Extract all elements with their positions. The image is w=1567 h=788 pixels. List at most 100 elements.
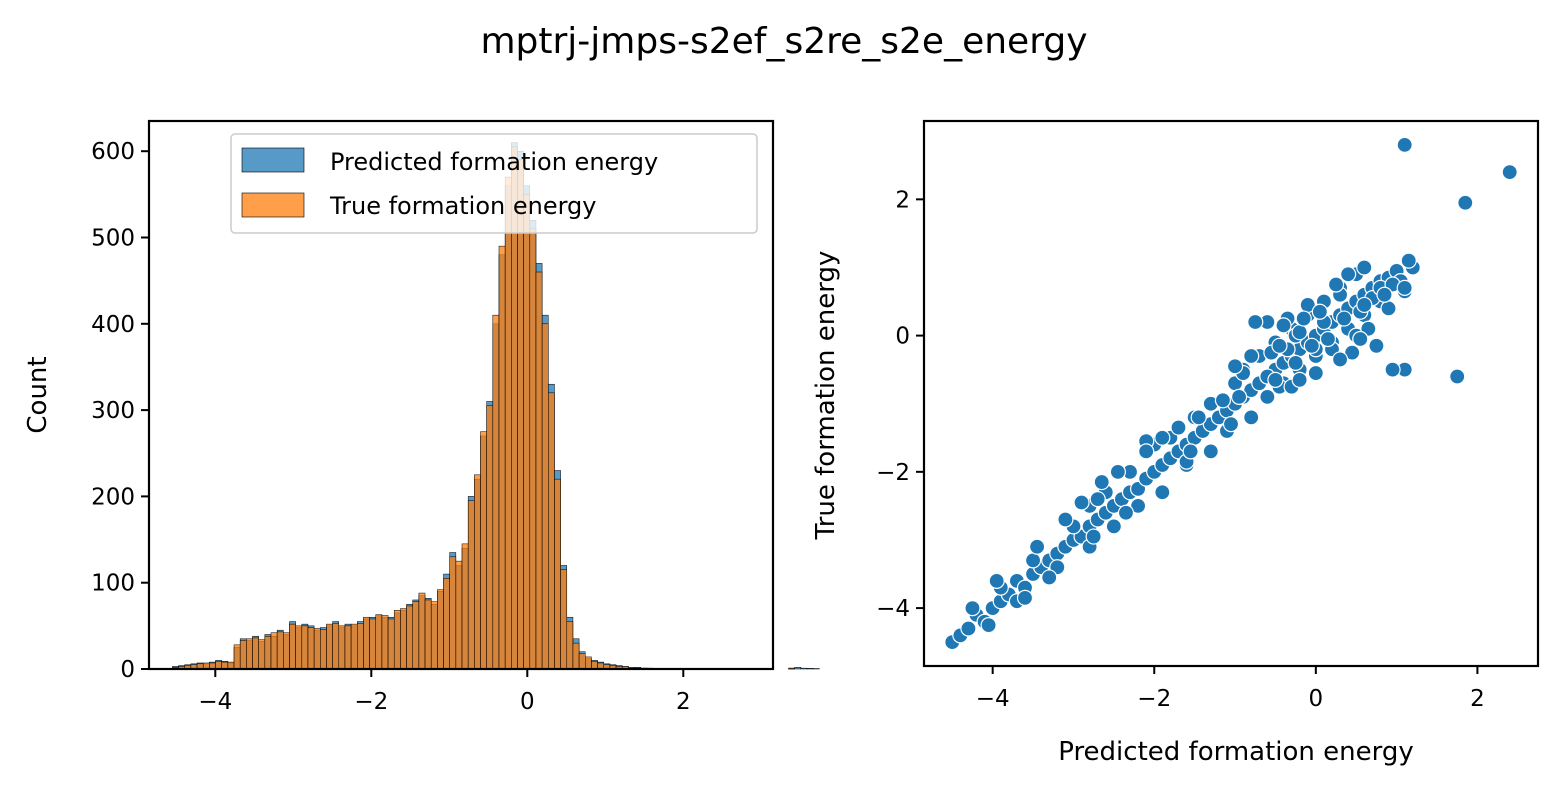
histogram-y-ticks: 0 100 200 300 400 500 600 (91, 139, 149, 683)
scatter-point (1016, 589, 1034, 606)
y-tick-label: 600 (91, 139, 135, 165)
scatter-point (1352, 330, 1369, 348)
legend-label-predicted: Predicted formation energy (330, 148, 658, 176)
histogram-bar (437, 589, 444, 670)
scatter-point (1138, 443, 1155, 460)
x-tick-label: −2 (1137, 686, 1171, 712)
y-tick-label: 400 (91, 312, 135, 338)
histogram-bar (276, 631, 284, 670)
scatter-point (1368, 337, 1385, 354)
histogram-bar (264, 635, 272, 670)
histogram-bar (338, 625, 346, 670)
histogram-bar (517, 159, 524, 670)
scatter-point (1291, 371, 1308, 388)
histogram-bar (387, 618, 395, 670)
histogram-bar (560, 569, 568, 670)
histogram-bar (215, 660, 222, 670)
x-tick-label: −4 (198, 689, 232, 715)
histogram-bar (320, 629, 327, 670)
scatter-point (1029, 538, 1046, 555)
scatter-point (1457, 194, 1474, 211)
histogram-bar (350, 623, 358, 670)
histogram-bar (566, 621, 574, 670)
legend-swatch-predicted (241, 147, 305, 173)
histogram-bar (443, 578, 450, 670)
legend-swatch-true (241, 192, 305, 218)
scatter-point (1093, 473, 1110, 491)
histogram-bar (535, 271, 543, 670)
scatter-point (1356, 296, 1373, 314)
histogram-bar (529, 228, 537, 670)
histogram-bar (357, 623, 364, 670)
histogram-bar (307, 627, 315, 670)
scatter-point (1024, 552, 1042, 569)
histogram-y-axis-label: Count (23, 356, 53, 433)
histogram-bar (474, 474, 481, 670)
scatter-point (1307, 364, 1324, 382)
histogram-bar (523, 194, 531, 670)
scatter-point (1170, 419, 1187, 436)
scatter-point (1222, 416, 1240, 433)
legend-label-true: True formation energy (329, 192, 597, 220)
x-tick-label: 2 (1470, 686, 1485, 712)
histogram-bar (412, 601, 420, 670)
histogram-panel: −4 −2 0 2 0 100 200 300 400 500 600 Count Predict… (23, 119, 820, 715)
scatter-points (944, 136, 1518, 651)
histogram-bar (381, 615, 389, 670)
scatter-x-axis-label: Predicted formation energy (1058, 737, 1414, 767)
histogram-bar (806, 668, 814, 670)
histogram-bar (270, 632, 278, 670)
histogram-bar (313, 628, 321, 670)
legend-frame (230, 133, 758, 234)
histogram-bar (504, 176, 512, 670)
scatter-point (1214, 392, 1232, 409)
y-tick-label: 2 (895, 187, 910, 213)
x-tick-label: 0 (1309, 686, 1324, 712)
scatter-point (1129, 497, 1147, 515)
histogram-bar (578, 653, 586, 670)
scatter-point (1243, 409, 1260, 426)
scatter-point (1344, 344, 1361, 361)
histogram-bar (252, 637, 259, 670)
scatter-point (1267, 371, 1284, 388)
figure-suptitle: mptrj-jmps-s2ef_s2re_s2e_energy (480, 21, 1087, 62)
histogram-bar (295, 625, 303, 670)
histogram-bar (541, 323, 549, 670)
y-tick-label: 500 (91, 226, 135, 252)
histogram-axes-frame (147, 119, 775, 671)
scatter-point (1331, 351, 1349, 368)
scatter-point (1202, 443, 1219, 460)
histogram-bar (246, 638, 253, 670)
scatter-point (980, 617, 997, 634)
y-tick-label: 0 (120, 657, 135, 683)
histogram-bar (585, 656, 592, 670)
scatter-point (1327, 276, 1345, 293)
scatter-point (1303, 337, 1320, 354)
scatter-point (1384, 361, 1401, 378)
histogram-bar (344, 625, 352, 670)
scatter-point (1311, 303, 1328, 320)
scatter-point (1041, 569, 1058, 586)
histogram-bar (289, 623, 296, 670)
scatter-point (1117, 504, 1135, 521)
y-tick-label: 0 (895, 324, 910, 350)
histogram-bar (480, 431, 487, 670)
scatter-point (1501, 163, 1518, 181)
scatter-point (1400, 252, 1417, 269)
histogram-bar (363, 616, 370, 670)
scatter-point (1073, 494, 1090, 511)
histogram-bar (424, 599, 432, 670)
y-tick-label: 100 (91, 571, 135, 597)
histogram-bar (233, 644, 241, 670)
scatter-point (1356, 259, 1373, 276)
scatter-panel: −4 −2 0 2 −4 −2 0 2 Predicted formation energy… (811, 119, 1540, 767)
y-tick-label: −4 (876, 596, 910, 622)
histogram-bar (400, 608, 407, 670)
histogram-bar (461, 543, 469, 670)
histogram-x-ticks: −4 −2 0 2 (198, 669, 691, 715)
scatter-point (1449, 368, 1466, 385)
histogram-bar (554, 478, 561, 670)
scatter-point (1295, 310, 1312, 327)
scatter-point (1340, 266, 1357, 283)
